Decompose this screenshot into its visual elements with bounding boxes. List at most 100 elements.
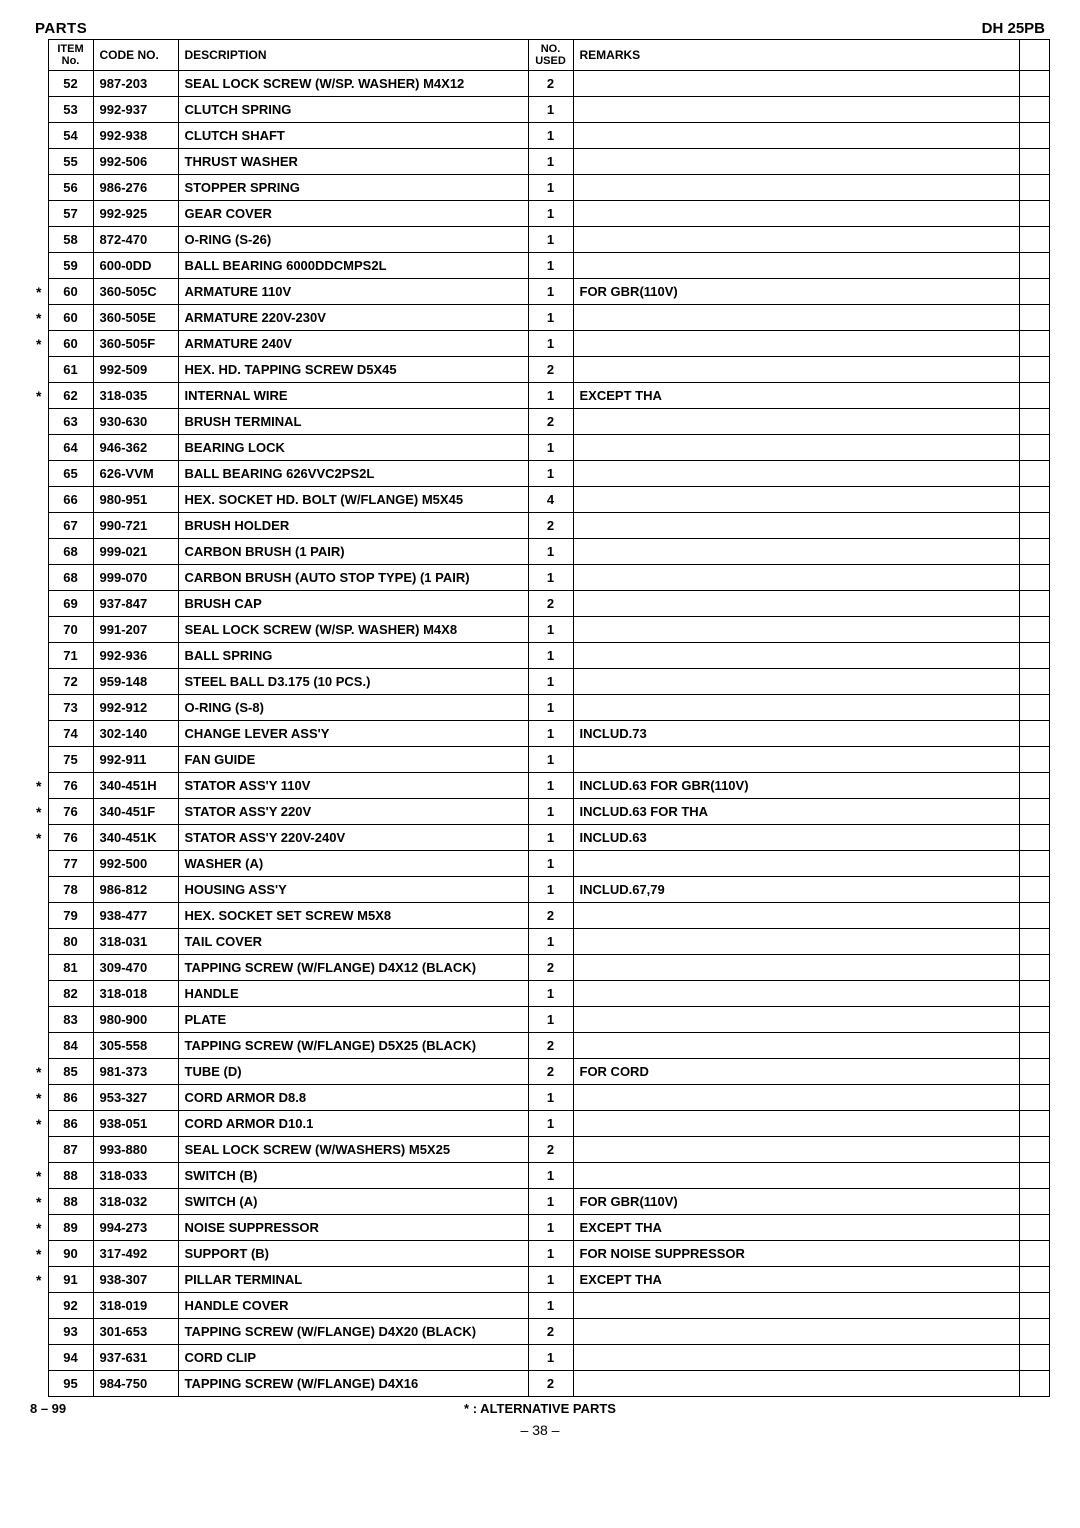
used-cell: 1 (528, 383, 573, 409)
end-cell (1020, 1137, 1050, 1163)
table-row: 63930-630BRUSH TERMINAL2 (30, 409, 1050, 435)
used-cell: 1 (528, 461, 573, 487)
star-cell: * (30, 1059, 48, 1085)
end-cell (1020, 851, 1050, 877)
code-cell: 994-273 (93, 1215, 178, 1241)
used-cell: 1 (528, 669, 573, 695)
desc-cell: GEAR COVER (178, 201, 528, 227)
end-cell (1020, 825, 1050, 851)
desc-cell: HEX. SOCKET HD. BOLT (W/FLANGE) M5X45 (178, 487, 528, 513)
table-row: 64946-362BEARING LOCK1 (30, 435, 1050, 461)
star-cell: * (30, 1085, 48, 1111)
table-row: 81309-470TAPPING SCREW (W/FLANGE) D4X12 … (30, 955, 1050, 981)
used-cell: 2 (528, 357, 573, 383)
remarks-cell (573, 357, 1020, 383)
used-cell: 1 (528, 929, 573, 955)
code-cell: 340-451F (93, 799, 178, 825)
item-cell: 52 (48, 71, 93, 97)
star-cell (30, 253, 48, 279)
star-cell (30, 617, 48, 643)
end-cell (1020, 1163, 1050, 1189)
used-cell: 1 (528, 695, 573, 721)
code-cell: 992-938 (93, 123, 178, 149)
end-cell (1020, 149, 1050, 175)
table-row: 92318-019HANDLE COVER1 (30, 1293, 1050, 1319)
remarks-cell: EXCEPT THA (573, 1267, 1020, 1293)
desc-cell: BRUSH HOLDER (178, 513, 528, 539)
item-cell: 76 (48, 799, 93, 825)
desc-cell: STATOR ASS'Y 220V-240V (178, 825, 528, 851)
item-cell: 67 (48, 513, 93, 539)
code-cell: 991-207 (93, 617, 178, 643)
used-cell: 2 (528, 903, 573, 929)
star-cell: * (30, 1267, 48, 1293)
item-cell: 91 (48, 1267, 93, 1293)
end-cell (1020, 1189, 1050, 1215)
col-code-header: CODE NO. (93, 40, 178, 71)
desc-cell: SEAL LOCK SCREW (W/WASHERS) M5X25 (178, 1137, 528, 1163)
end-cell (1020, 1007, 1050, 1033)
table-row: *86938-051CORD ARMOR D10.11 (30, 1111, 1050, 1137)
end-cell (1020, 1033, 1050, 1059)
page-number: – 38 – (30, 1422, 1050, 1438)
remarks-cell: INCLUD.63 FOR GBR(110V) (573, 773, 1020, 799)
table-row: *76340-451KSTATOR ASS'Y 220V-240V1INCLUD… (30, 825, 1050, 851)
end-cell (1020, 617, 1050, 643)
table-row: 53992-937CLUTCH SPRING1 (30, 97, 1050, 123)
header-row: PARTS DH 25PB (30, 20, 1050, 37)
end-cell (1020, 97, 1050, 123)
desc-cell: TAPPING SCREW (W/FLANGE) D4X12 (BLACK) (178, 955, 528, 981)
star-cell: * (30, 799, 48, 825)
table-row: 72959-148STEEL BALL D3.175 (10 PCS.)1 (30, 669, 1050, 695)
star-cell (30, 227, 48, 253)
used-cell: 2 (528, 71, 573, 97)
remarks-cell (573, 331, 1020, 357)
desc-cell: STATOR ASS'Y 220V (178, 799, 528, 825)
remarks-cell: INCLUD.63 (573, 825, 1020, 851)
desc-cell: CHANGE LEVER ASS'Y (178, 721, 528, 747)
desc-cell: ARMATURE 110V (178, 279, 528, 305)
item-cell: 53 (48, 97, 93, 123)
used-cell: 1 (528, 565, 573, 591)
code-cell: 360-505C (93, 279, 178, 305)
used-cell: 1 (528, 643, 573, 669)
col-remarks-header: REMARKS (573, 40, 1020, 71)
desc-cell: SEAL LOCK SCREW (W/SP. WASHER) M4X12 (178, 71, 528, 97)
remarks-cell (573, 1319, 1020, 1345)
item-cell: 78 (48, 877, 93, 903)
code-cell: 990-721 (93, 513, 178, 539)
used-cell: 2 (528, 1033, 573, 1059)
used-cell: 1 (528, 279, 573, 305)
table-row: 74302-140CHANGE LEVER ASS'Y1INCLUD.73 (30, 721, 1050, 747)
code-cell: 986-276 (93, 175, 178, 201)
table-row: 66980-951HEX. SOCKET HD. BOLT (W/FLANGE)… (30, 487, 1050, 513)
used-cell: 1 (528, 1163, 573, 1189)
remarks-cell (573, 591, 1020, 617)
desc-cell: HANDLE COVER (178, 1293, 528, 1319)
table-header-row: ITEMNo. CODE NO. DESCRIPTION NO.USED REM… (30, 40, 1050, 71)
desc-cell: ARMATURE 220V-230V (178, 305, 528, 331)
used-cell: 1 (528, 851, 573, 877)
item-cell: 93 (48, 1319, 93, 1345)
used-cell: 2 (528, 513, 573, 539)
item-cell: 77 (48, 851, 93, 877)
code-cell: 360-505E (93, 305, 178, 331)
star-cell (30, 97, 48, 123)
desc-cell: BEARING LOCK (178, 435, 528, 461)
remarks-cell (573, 435, 1020, 461)
star-cell (30, 955, 48, 981)
item-cell: 92 (48, 1293, 93, 1319)
star-cell: * (30, 1163, 48, 1189)
remarks-cell (573, 929, 1020, 955)
desc-cell: PLATE (178, 1007, 528, 1033)
code-cell: 992-506 (93, 149, 178, 175)
used-cell: 1 (528, 1111, 573, 1137)
code-cell: 980-951 (93, 487, 178, 513)
remarks-cell (573, 1137, 1020, 1163)
remarks-cell: EXCEPT THA (573, 1215, 1020, 1241)
table-row: 75992-911FAN GUIDE1 (30, 747, 1050, 773)
code-cell: 953-327 (93, 1085, 178, 1111)
remarks-cell (573, 643, 1020, 669)
remarks-cell: INCLUD.63 FOR THA (573, 799, 1020, 825)
code-cell: 992-912 (93, 695, 178, 721)
